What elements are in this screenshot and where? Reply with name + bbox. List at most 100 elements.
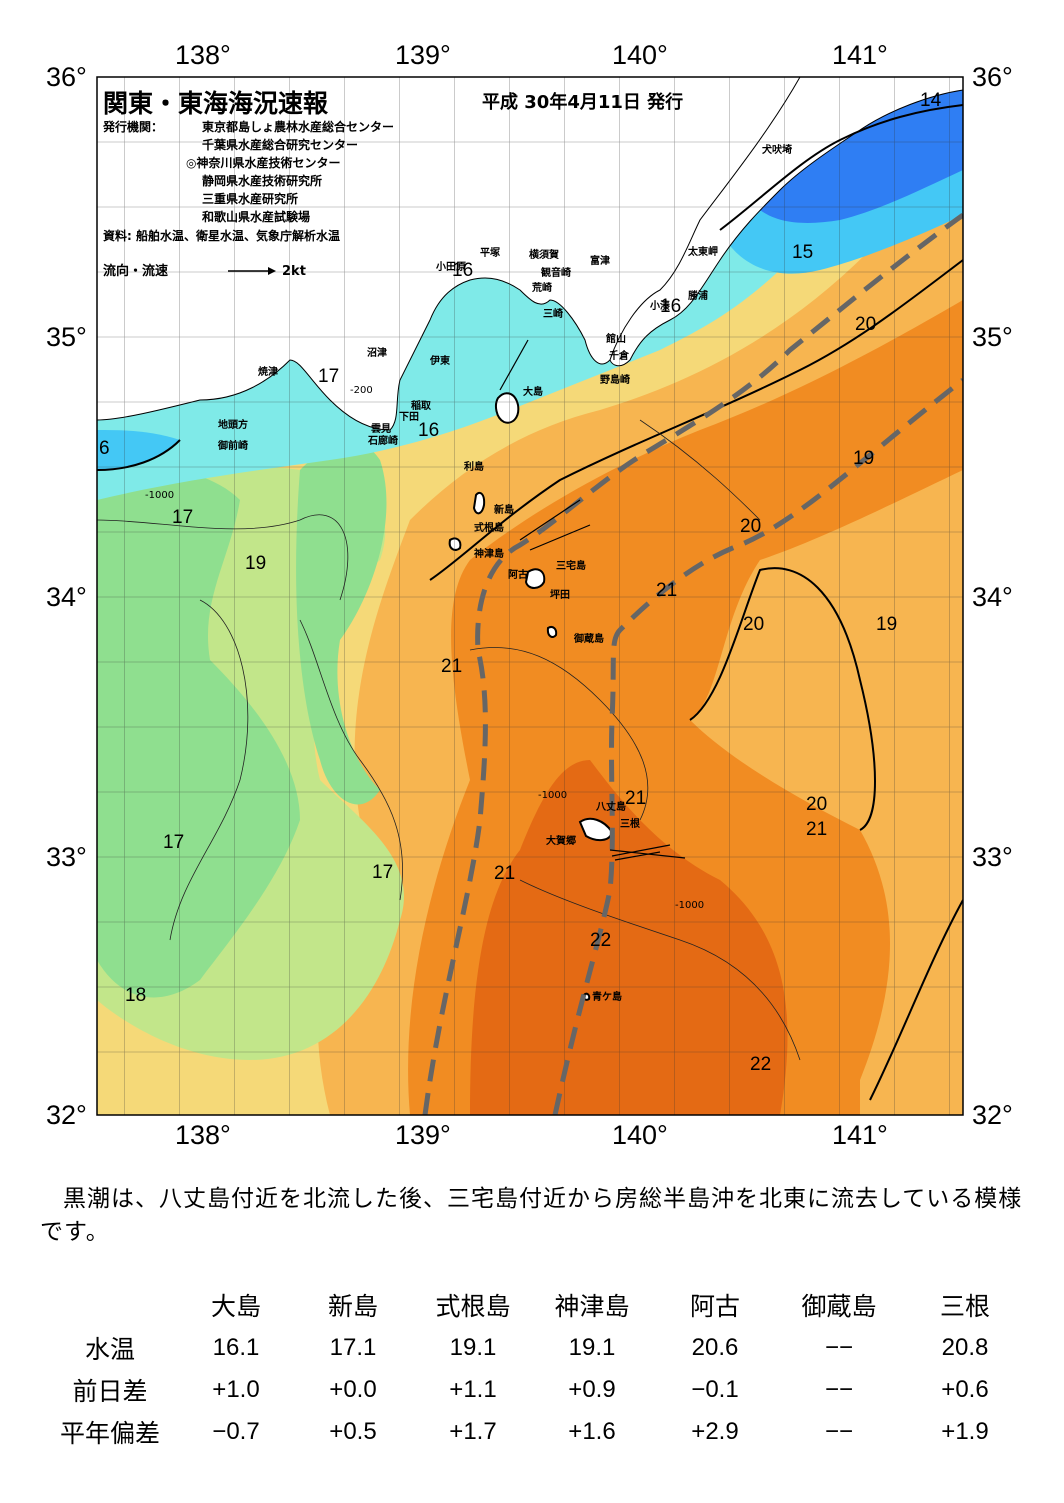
column-header: 御蔵島 <box>801 1292 877 1321</box>
sst-label: 14 <box>920 90 942 111</box>
island-oshima <box>495 392 520 424</box>
table-cell: −− <box>824 1334 854 1361</box>
sst-label: 20 <box>855 314 877 335</box>
isotherm-lines <box>97 104 963 1101</box>
place-label: 御前崎 <box>218 441 248 452</box>
place-label: 利島 <box>464 462 484 473</box>
depth-label: -1000 <box>145 490 175 501</box>
sst-label: 21 <box>656 580 678 601</box>
flow-legend-scale: 2kt <box>282 264 306 279</box>
table-cell: +0.0 <box>329 1376 377 1403</box>
place-label: 式根島 <box>474 523 504 534</box>
table-cell: 19.1 <box>449 1334 497 1361</box>
table-cell: +1.1 <box>449 1376 497 1403</box>
issuer-label: 発行機関： <box>103 120 164 134</box>
sst-label: 15 <box>792 242 814 263</box>
place-label: 沼津 <box>367 348 387 359</box>
table-cell: 16.1 <box>212 1334 260 1361</box>
lat-tick-33-left: 33° <box>46 842 87 872</box>
kuroshio-axis <box>422 212 963 1115</box>
table-header-row: 大島 新島 式根島 神津島 阿古 御蔵島 三根 <box>40 1283 1030 1327</box>
lon-tick-139-bottom: 139° <box>395 1120 451 1150</box>
place-label: 雲見 <box>371 424 391 435</box>
lat-tick-35-left: 35° <box>46 322 87 352</box>
sst-label: 16 <box>660 296 682 317</box>
place-label: 御蔵島 <box>574 634 604 645</box>
place-label: 八丈島 <box>596 802 626 813</box>
sst-label: 19 <box>876 614 898 635</box>
table-cell: +1.7 <box>449 1418 497 1445</box>
place-label: 三宅島 <box>556 561 586 572</box>
place-label: 館山 <box>606 334 626 345</box>
table-cell: +1.0 <box>212 1376 260 1403</box>
page-title: 関東・東海海況速報 <box>103 89 329 118</box>
row-label: 前日差 <box>72 1377 148 1406</box>
column-header: 式根島 <box>435 1292 511 1321</box>
place-label: 伊東 <box>430 356 450 367</box>
lon-tick-141-bottom: 141° <box>832 1120 888 1150</box>
column-header: 阿古 <box>689 1292 740 1321</box>
depth-label: -200 <box>350 385 373 396</box>
current-vectors <box>499 339 686 861</box>
lat-tick-32-left: 32° <box>46 1100 87 1130</box>
table-cell: +0.5 <box>329 1418 377 1445</box>
band-17 <box>97 466 300 998</box>
place-label: 稲取 <box>411 401 431 412</box>
place-label: 三根 <box>620 819 640 830</box>
lon-tick-138-bottom: 138° <box>175 1120 231 1150</box>
sst-label: 21 <box>625 788 647 809</box>
lat-tick-35-right: 35° <box>972 322 1013 352</box>
lon-tick-140-top: 140° <box>612 40 668 70</box>
flow-legend-label: 流向・流速 <box>103 264 169 279</box>
place-label: 神津島 <box>474 549 504 560</box>
issue-date: 平成 30年4月11日 発行 <box>482 92 684 113</box>
issuer-4: 静岡県水産技術研究所 <box>202 174 323 188</box>
lon-tick-139-top: 139° <box>395 40 451 70</box>
table-cell: 20.8 <box>941 1334 989 1361</box>
water-temp-table: 大島 新島 式根島 神津島 阿古 御蔵島 三根 水温 16.1 17.1 19.… <box>40 1283 1030 1453</box>
band-14 <box>760 90 963 223</box>
summary-text: 黒潮は、八丈島付近を北流した後、三宅島付近から房総半島沖を北東に流去している模様… <box>40 1186 1023 1245</box>
place-label: 新島 <box>494 505 514 516</box>
column-header: 大島 <box>210 1292 261 1321</box>
sst-label: 19 <box>245 553 267 574</box>
sst-label: 20 <box>806 794 828 815</box>
place-label: 青ケ島 <box>592 992 622 1003</box>
band-17-east <box>296 441 387 805</box>
sst-label: 6 <box>99 438 110 459</box>
depth-label: -1000 <box>538 790 568 801</box>
table-cell: −− <box>824 1376 854 1403</box>
isotherm-thin-lines <box>97 419 801 1061</box>
table-cell: −0.1 <box>691 1376 739 1403</box>
place-label: 石廊崎 <box>368 436 398 447</box>
table-cell: +2.9 <box>691 1418 739 1445</box>
sst-label: 22 <box>590 930 612 951</box>
row-label: 水温 <box>84 1335 135 1364</box>
place-label: 横須賀 <box>529 250 559 261</box>
band-15-west <box>97 430 180 470</box>
place-label: 富津 <box>590 256 610 267</box>
island-miyake <box>524 568 546 589</box>
sst-label: 16 <box>452 260 474 281</box>
sst-label: 20 <box>743 614 765 635</box>
issuer-3: ◎神奈川県水産技術センター <box>186 156 341 170</box>
sst-label: 20 <box>740 516 762 537</box>
sst-label: 17 <box>318 366 340 387</box>
table-cell: +1.9 <box>941 1418 989 1445</box>
sst-label: 21 <box>494 863 516 884</box>
place-label: 大賀郷 <box>546 836 576 847</box>
sst-label: 21 <box>441 656 463 677</box>
table-row: 前日差 +1.0 +0.0 +1.1 +0.9 −0.1 −− +0.6 <box>40 1369 1030 1411</box>
lat-tick-36-right: 36° <box>972 62 1013 92</box>
sst-label: 16 <box>418 420 440 441</box>
lon-tick-138-top: 138° <box>175 40 231 70</box>
place-label: 焼津 <box>258 367 278 378</box>
table-corner <box>40 1283 180 1327</box>
sst-label: 17 <box>172 507 194 528</box>
place-label: 平塚 <box>480 248 500 259</box>
table-cell: 19.1 <box>568 1334 616 1361</box>
sst-label: 18 <box>125 985 147 1006</box>
sst-label: 17 <box>163 832 185 853</box>
place-label: 観音崎 <box>541 268 571 279</box>
table-cell: 17.1 <box>329 1334 377 1361</box>
